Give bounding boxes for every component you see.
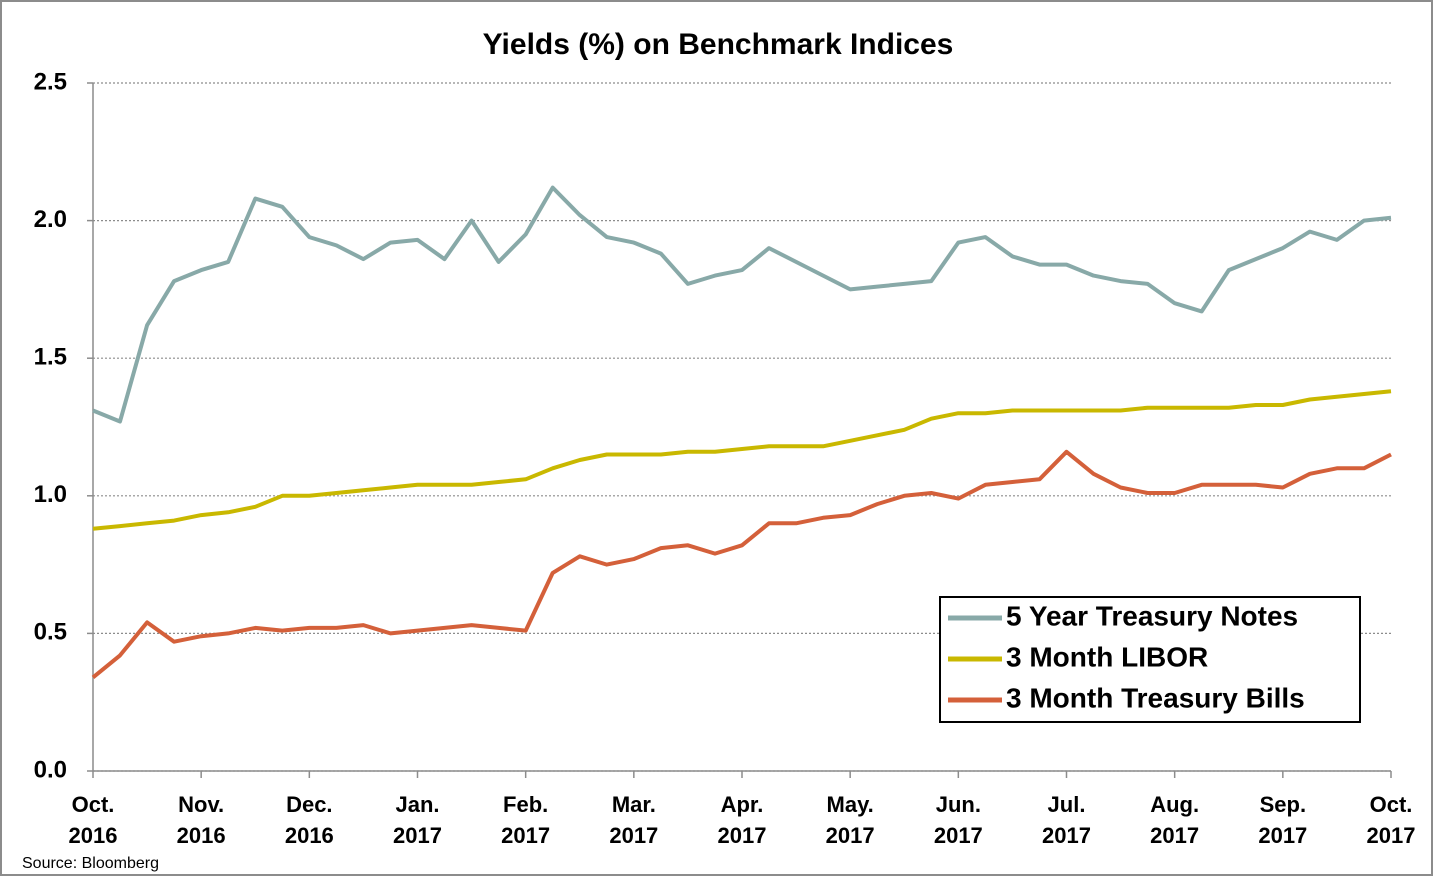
- series-line: [92, 389, 1392, 531]
- x-tick-label: Mar. 2017: [609, 792, 659, 848]
- x-tick-label: Dec. 2016: [284, 792, 334, 848]
- x-tick-label: Aug. 2017: [1150, 792, 1200, 848]
- x-tick-label: Jan. 2017: [393, 792, 442, 848]
- x-tick-label: Jun. 2017: [933, 792, 983, 848]
- series-line: [92, 185, 1392, 424]
- x-tick-label: Feb. 2017: [501, 792, 551, 848]
- legend: 5 Year Treasury Notes 3 Month LIBOR 3 Mont…: [939, 596, 1361, 723]
- legend-label: 5 Year Treasury Notes: [1006, 600, 1298, 631]
- y-tick-label: 0.5: [34, 619, 67, 646]
- y-tick-label: 2.5: [34, 68, 67, 95]
- series-line: [91, 449, 1392, 679]
- source: Source: Bloomberg: [22, 855, 159, 872]
- x-tick-label: May. 2017: [825, 792, 875, 848]
- x-tick-label: Oct. 2016: [68, 792, 118, 848]
- x-tick-label: Apr. 2017: [717, 792, 767, 848]
- x-tick-label: Oct. 2017: [1366, 792, 1416, 848]
- y-tick-label: 1.0: [34, 481, 67, 508]
- x-tick-label: Jul. 2017: [1042, 792, 1091, 848]
- legend-label: 3 Month Treasury Bills: [1006, 682, 1305, 713]
- y-tick-label: 0.0: [34, 756, 67, 783]
- x-tick-label: Nov. 2016: [176, 792, 226, 848]
- legend-label: 3 Month LIBOR: [1006, 641, 1208, 672]
- x-tick-label: Sep. 2017: [1258, 792, 1308, 848]
- chart-title: Yields (%) on Benchmark Indices: [483, 28, 954, 61]
- y-tick-label: 2.0: [34, 206, 67, 233]
- legend-box: [939, 596, 1361, 723]
- y-tick-label: 1.5: [34, 344, 67, 371]
